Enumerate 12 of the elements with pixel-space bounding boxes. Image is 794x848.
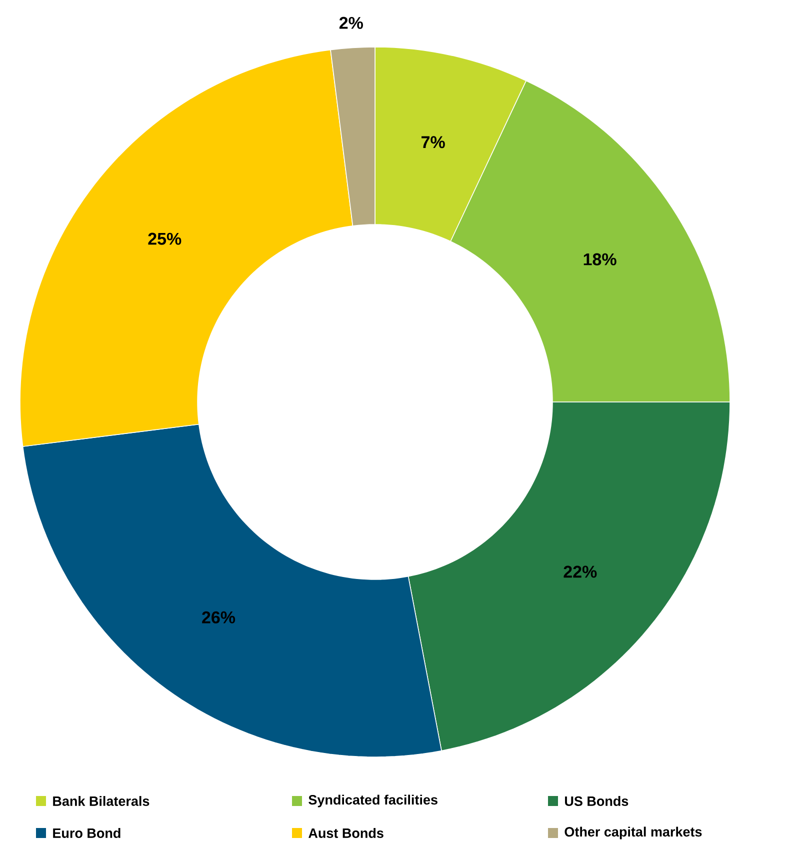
legend-label: Euro Bond	[53, 828, 120, 838]
data-label: 25%	[148, 232, 182, 245]
data-label: 2%	[339, 16, 363, 29]
legend-label: Other capital markets	[564, 826, 702, 840]
legend-label: Aust Bonds	[308, 828, 384, 838]
legend-label: US Bonds	[565, 796, 628, 806]
data-label: 26%	[202, 611, 236, 624]
legend-label: Syndicated facilities	[308, 794, 438, 808]
data-label: 18%	[584, 253, 616, 266]
data-label: 7%	[422, 136, 445, 148]
data-label: 22%	[564, 566, 597, 578]
legend-label: Bank Bilaterals	[53, 796, 150, 806]
